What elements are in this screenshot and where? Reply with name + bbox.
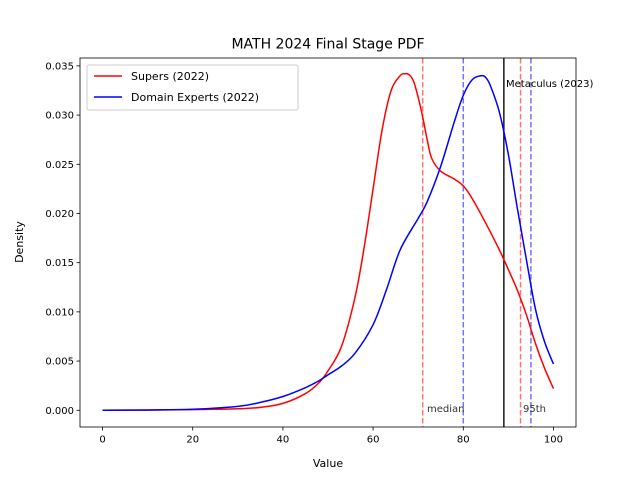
y-tick-label: 0.000 [45,406,74,417]
x-tick-label: 0 [99,435,105,446]
x-tick-label: 20 [186,435,199,446]
y-tick-label: 0.010 [45,307,74,318]
x-axis-label: Value [313,457,343,470]
y-tick-label: 0.015 [45,258,74,269]
p95-annotation: 95th [523,404,546,415]
y-axis-ticks: 0.000 0.005 0.010 0.015 0.020 0.025 0.030 0.035 [45,61,80,417]
legend: Supers (2022) Domain Experts (2022) [86,64,299,111]
x-tick-label: 40 [277,435,290,446]
y-axis-label: Density [13,221,26,263]
y-tick-label: 0.025 [45,160,74,171]
y-tick-label: 0.005 [45,357,74,368]
y-tick-label: 0.020 [45,209,74,220]
x-tick-label: 100 [544,435,563,446]
series-line-domain-experts [102,74,555,412]
x-tick-label: 80 [457,435,470,446]
series-lines [102,72,555,412]
y-tick-label: 0.035 [45,61,74,72]
legend-box [86,64,299,111]
x-axis-ticks: 0 20 40 60 80 100 [99,427,563,446]
metaculus-annotation: Metaculus (2023) [506,79,594,90]
legend-label-supers: Supers (2022) [131,70,209,83]
x-tick-label: 60 [367,435,380,446]
median-annotation: median [427,404,465,415]
series-line-supers [102,72,555,412]
plot-frame [79,57,577,428]
legend-label-domain-experts: Domain Experts (2022) [131,91,259,104]
chart-title: MATH 2024 Final Stage PDF [231,37,424,53]
y-tick-label: 0.030 [45,111,74,122]
